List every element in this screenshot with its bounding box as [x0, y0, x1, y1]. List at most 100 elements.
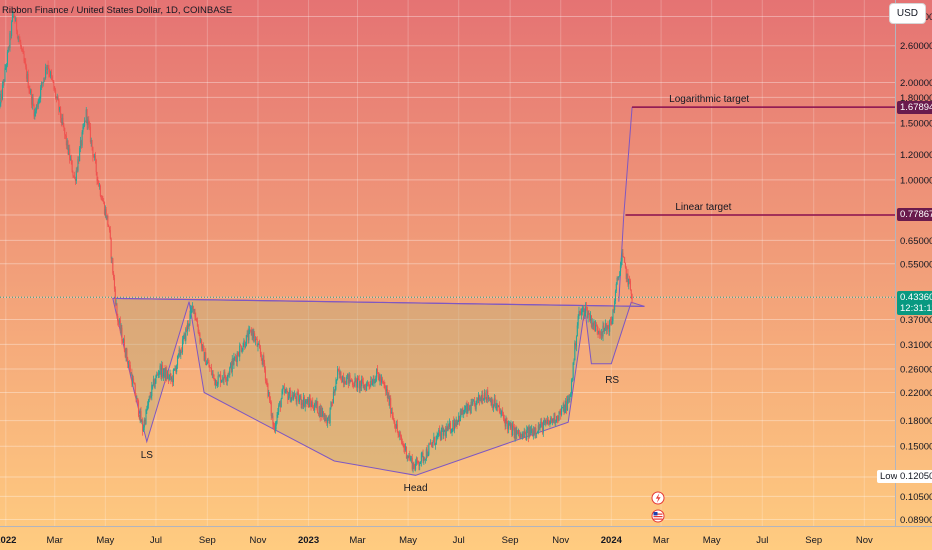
candle-body	[501, 411, 503, 414]
candle-body	[210, 367, 212, 369]
candle-body	[28, 87, 30, 90]
candle-body	[442, 427, 444, 436]
candle-body	[254, 339, 257, 341]
candle-body	[191, 305, 193, 309]
candle-body	[44, 77, 46, 79]
currency-button[interactable]: USD	[888, 3, 926, 24]
candle-body	[311, 402, 313, 407]
candle-body	[438, 429, 440, 434]
candle-body	[157, 374, 159, 376]
y-tick-label: 2.00000	[900, 78, 932, 89]
candle-body	[601, 332, 603, 337]
candle-body	[50, 71, 52, 77]
candle-body	[488, 397, 490, 401]
candle-body	[73, 175, 75, 177]
candle-body	[315, 401, 317, 406]
time-axis[interactable]: 2022 Mar May Jul Sep Nov 2023 Mar May Jul Sep Nov 20…	[0, 535, 873, 546]
candle-body	[323, 414, 325, 417]
candle-body	[540, 421, 542, 428]
candle-body	[444, 429, 446, 431]
candle-body	[99, 185, 101, 196]
candle-body	[87, 119, 89, 125]
candle-body	[463, 413, 465, 415]
candle-body	[157, 374, 159, 376]
candle-body	[394, 422, 396, 428]
candle-body	[435, 435, 437, 445]
candle-body	[53, 82, 55, 90]
candle-body	[532, 430, 534, 437]
candle-body	[192, 305, 194, 312]
candle-body	[21, 49, 23, 50]
candle-body	[355, 378, 357, 379]
candle-body	[94, 155, 96, 160]
y-tick-label: 1.20000	[900, 150, 932, 161]
candle-body	[461, 408, 463, 415]
candle-body	[332, 402, 334, 404]
candle-body	[410, 457, 412, 459]
candle-body	[441, 427, 443, 430]
candle-body	[126, 348, 128, 359]
candle-body	[308, 398, 310, 408]
candle-body	[432, 441, 434, 446]
candle-body	[332, 391, 334, 403]
candle-body	[413, 462, 415, 468]
candle-body	[478, 394, 480, 401]
candle-body	[620, 261, 622, 266]
candle-body	[11, 21, 13, 36]
candle-body	[106, 215, 108, 219]
candle-body	[497, 405, 500, 407]
candle-body	[174, 368, 176, 369]
candle-body	[40, 82, 43, 88]
x-tick-label: Mar	[349, 535, 365, 546]
candle-body	[136, 397, 138, 400]
candle-body	[148, 396, 150, 400]
pattern-label: LS	[141, 450, 154, 461]
candle-body	[447, 424, 449, 432]
candle-body	[107, 215, 109, 225]
candle-body	[381, 378, 383, 382]
candle-body	[308, 398, 310, 408]
candle-body	[366, 383, 368, 391]
candle-body	[113, 273, 115, 278]
candle-body	[52, 80, 54, 83]
candle-body	[364, 385, 366, 387]
candle-body	[602, 325, 604, 337]
candle-body	[500, 413, 502, 414]
y-tick-label: 0.55000	[900, 259, 932, 270]
logarithmic-target-label: Logarithmic target	[669, 94, 749, 105]
candle-body	[473, 400, 475, 402]
candle-body	[42, 81, 44, 84]
candle-body	[492, 405, 495, 409]
candle-body	[165, 370, 167, 380]
candle-body	[595, 324, 597, 326]
candle-body	[466, 405, 468, 413]
candle-body	[342, 376, 344, 383]
candle-body	[454, 423, 456, 427]
candle-body	[149, 396, 151, 398]
candle-body	[357, 377, 359, 380]
candle-body	[450, 432, 452, 433]
candle-body	[310, 402, 312, 407]
candle-body	[491, 399, 493, 406]
candle-body	[367, 382, 369, 385]
candle-body	[395, 427, 397, 429]
candle-body	[281, 390, 283, 399]
candle-body	[400, 434, 402, 437]
candle-body	[119, 320, 121, 331]
candle-body	[58, 100, 60, 111]
candle-body	[604, 323, 607, 329]
candle-body	[244, 341, 246, 348]
event-markers	[651, 491, 665, 523]
candle-body	[374, 381, 376, 384]
candle-body	[274, 427, 276, 431]
candle-body	[293, 396, 295, 400]
candle-body	[452, 420, 454, 429]
candle-body	[446, 427, 448, 432]
candle-body	[255, 339, 257, 340]
candle-body	[516, 430, 518, 436]
candle-body	[30, 90, 32, 93]
candle-body	[518, 430, 520, 435]
candle-body	[93, 156, 95, 158]
candle-body	[146, 409, 148, 411]
